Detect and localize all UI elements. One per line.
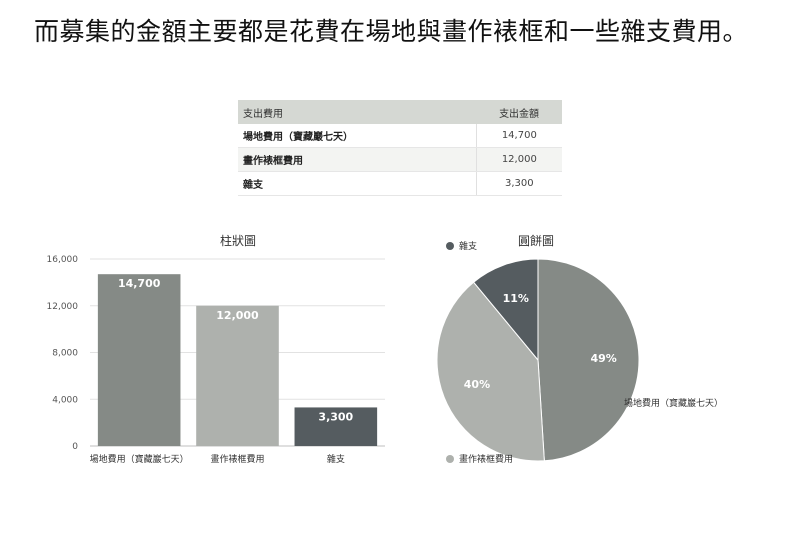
table-cell-item: 畫作裱框費用 [238,147,477,172]
pie-value-label: 11% [503,292,529,305]
y-tick-label: 12,000 [47,302,79,312]
table-cell-item: 場地費用（寶藏巖七天） [238,124,477,148]
bar [97,274,181,446]
pie-value-label: 49% [590,352,616,365]
table-row: 雜支 3,300 [238,171,562,196]
table-cell-amount: 3,300 [476,171,562,196]
x-tick-label: 雜支 [327,453,345,465]
table-row: 畫作裱框費用 12,000 [238,147,562,172]
pie-chart-title: 圓餅圖 [517,234,554,248]
x-tick-label: 場地費用（寶藏巖七天） [90,453,189,465]
legend-marker [446,242,454,250]
table-row: 場地費用（寶藏巖七天） 14,700 [238,124,562,148]
pie-slice [436,281,545,462]
legend-label: 畫作裱框費用 [459,453,513,465]
x-tick-label: 畫作裱框費用 [210,453,264,465]
bar-value-label: 14,700 [118,277,161,290]
page-heading: 而募集的金額主要都是花費在場地與畫作裱框和一些雜支費用。 [34,17,749,46]
pie-slice [537,258,640,462]
bar-chart-title: 柱狀圖 [219,234,256,248]
table-header-amount: 支出金額 [476,100,562,124]
y-tick-label: 0 [72,442,78,452]
table-header-item: 支出費用 [238,100,477,124]
y-tick-label: 4,000 [52,395,78,405]
y-tick-label: 16,000 [47,255,79,265]
table-header-row: 支出費用 支出金額 [238,100,562,124]
table-cell-amount: 14,700 [476,124,562,148]
expense-table: 支出費用 支出金額 場地費用（寶藏巖七天） 14,700 畫作裱框費用 12,0… [238,100,562,196]
pie-slice [472,258,539,362]
bar [196,305,279,446]
legend-marker [611,399,619,407]
bar [294,407,378,446]
table-cell-item: 雜支 [238,171,477,196]
bar-value-label: 12,000 [216,309,259,322]
pie-value-label: 40% [464,378,490,391]
legend-marker [446,455,454,463]
legend-label: 場地費用（寶藏巖七天） [624,397,723,409]
bar-value-label: 3,300 [318,410,353,423]
table-cell-amount: 12,000 [476,147,562,172]
legend-label: 雜支 [459,240,477,252]
y-tick-label: 8,000 [52,349,78,359]
